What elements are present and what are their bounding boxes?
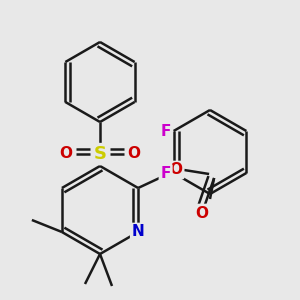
- Text: O: O: [128, 146, 140, 161]
- Text: O: O: [169, 163, 183, 178]
- Text: O: O: [196, 206, 208, 220]
- Text: F: F: [160, 124, 171, 139]
- Text: N: N: [132, 224, 145, 239]
- Text: O: O: [59, 146, 73, 161]
- Text: F: F: [160, 166, 171, 181]
- Text: S: S: [94, 145, 106, 163]
